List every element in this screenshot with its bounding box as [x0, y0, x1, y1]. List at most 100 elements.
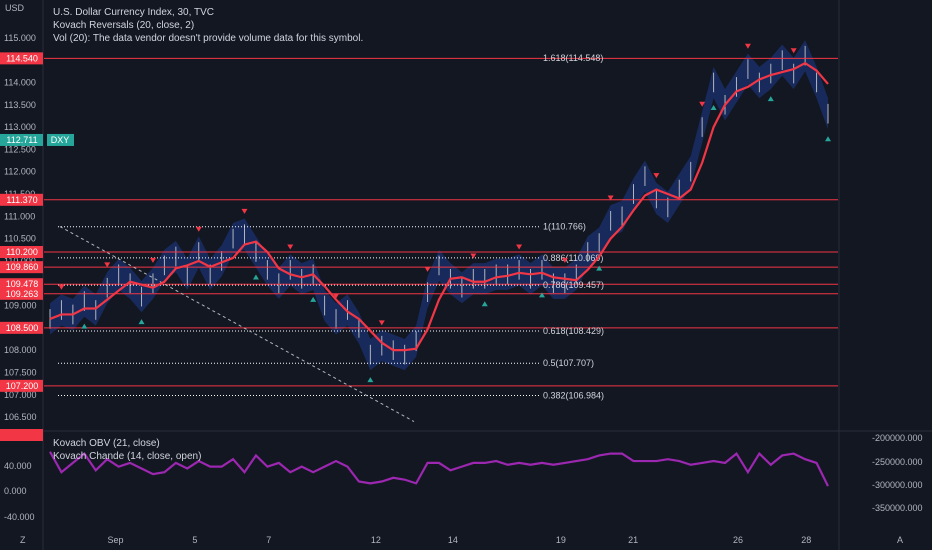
price-tick-label: 109.000: [4, 301, 37, 311]
oscillator-left-tick: 0.000: [4, 486, 27, 496]
reversal-down-marker: [195, 226, 202, 232]
ticker-badge: [47, 133, 74, 146]
reversal-down-marker: [653, 173, 660, 179]
price-tick-label: 113.500: [4, 100, 36, 110]
level-price-badge: [0, 52, 43, 65]
level-price-label: 109.263: [6, 289, 39, 299]
obv-right-tick: -200000.000: [872, 433, 923, 443]
reversal-up-marker: [767, 96, 774, 102]
level-price-label: 114.540: [6, 53, 38, 63]
zoom-toggle-z[interactable]: Z: [20, 535, 26, 545]
level-price-badge: [0, 287, 43, 300]
ticker-label: DXY: [51, 135, 70, 145]
auto-scale-toggle-a[interactable]: A: [897, 535, 904, 545]
level-price-label: 107.200: [6, 381, 39, 391]
oscillator-left-tick: 40.000: [4, 461, 32, 471]
fib-level-label: 1(110.766): [543, 222, 586, 232]
reversal-down-marker: [744, 43, 751, 49]
reversal-up-marker: [81, 323, 88, 329]
time-tick-label: Sep: [107, 535, 123, 545]
price-tick-label: 106.500: [4, 412, 37, 422]
moving-average-line: [49, 61, 829, 352]
price-tick-label: 107.000: [4, 390, 37, 400]
price-tick-label: 112.000: [4, 167, 36, 177]
lower-pane-legend: Kovach OBV (21, close) Kovach Chande (14…: [53, 437, 201, 463]
level-price-badge: [0, 261, 43, 274]
fib-level-label: 1.618(114.548): [543, 53, 603, 63]
reversal-down-marker: [607, 195, 614, 201]
time-tick-label: 19: [556, 535, 566, 545]
time-tick-label: 14: [448, 535, 458, 545]
fib-level-label: 0.786(109.457): [543, 280, 604, 290]
price-tick-label: 115.000: [4, 33, 36, 43]
level-price-label: 110.200: [6, 247, 38, 257]
reversals-indicator-label: Kovach Reversals (20, close, 2): [53, 20, 195, 31]
fib-level-label: 0.618(108.429): [543, 326, 604, 336]
price-tick-label: 110.000: [4, 256, 36, 266]
level-price-label: 109.860: [6, 262, 39, 272]
current-price-label: 112.711: [6, 135, 37, 145]
level-price-badge: [0, 278, 43, 291]
reversal-down-marker: [516, 244, 523, 250]
reversal-down-marker: [470, 253, 477, 259]
obv-right-tick: -350000.000: [872, 503, 923, 513]
level-price-badge: [0, 379, 43, 392]
fib-level-label: 0.886(110.069): [543, 253, 603, 263]
volume-indicator-label: Vol (20): The data vendor doesn't provid…: [53, 33, 364, 44]
reversal-up-marker: [710, 105, 717, 110]
obv-indicator-label: Kovach OBV (21, close): [53, 438, 160, 449]
level-price-label: 108.500: [6, 323, 39, 333]
symbol-title: U.S. Dollar Currency Index, 30, TVC: [53, 7, 214, 18]
oscillator-level-badge: [0, 429, 43, 441]
level-price-label: 109.478: [6, 279, 39, 289]
time-tick-label: 12: [371, 535, 381, 545]
price-tick-label: 111.000: [4, 211, 35, 221]
reversal-down-marker: [561, 257, 568, 263]
time-tick-label: 28: [801, 535, 811, 545]
obv-right-tick: -250000.000: [872, 457, 923, 467]
price-tick-label: 112.500: [4, 144, 36, 154]
fib-trend-line: [59, 226, 415, 422]
reversal-up-marker: [367, 377, 374, 383]
chande-oscillator-line: [49, 451, 829, 487]
reversal-up-marker: [252, 274, 259, 280]
reversal-down-marker: [287, 244, 294, 250]
time-tick-label: 7: [266, 535, 271, 545]
reversal-down-marker: [149, 257, 156, 263]
time-tick-label: 21: [628, 535, 638, 545]
reversal-up-marker: [596, 265, 603, 271]
chart-legend: U.S. Dollar Currency Index, 30, TVC Kova…: [53, 6, 363, 45]
reversal-down-marker: [241, 208, 248, 214]
reversal-down-marker: [333, 293, 340, 299]
reversal-down-marker: [424, 266, 431, 272]
oscillator-left-tick: -40.000: [4, 512, 35, 522]
price-unit-label: USD: [5, 3, 25, 13]
reversal-down-marker: [378, 320, 385, 326]
reversal-down-marker: [699, 101, 706, 107]
price-tick-label: 114.000: [4, 77, 36, 87]
level-price-label: 111.370: [6, 195, 37, 205]
fib-level-label: 0.382(106.984): [543, 390, 604, 400]
reversal-up-marker: [310, 296, 317, 302]
price-tick-label: 107.500: [4, 367, 37, 377]
reversal-up-marker: [825, 136, 831, 142]
reversal-down-marker: [104, 262, 111, 268]
reversal-down-marker: [790, 48, 797, 54]
chande-indicator-label: Kovach Chande (14, close, open): [53, 451, 202, 462]
price-tick-label: 113.000: [4, 122, 36, 132]
time-tick-label: 26: [733, 535, 743, 545]
reversal-down-marker: [58, 284, 65, 290]
level-price-badge: [0, 193, 43, 206]
level-price-badge: [0, 321, 43, 334]
reversal-up-marker: [481, 301, 488, 307]
volatility-band: [50, 40, 828, 371]
price-tick-label: 108.000: [4, 345, 37, 355]
obv-right-tick: -300000.000: [872, 480, 923, 490]
level-price-badge: [0, 246, 43, 258]
reversal-up-marker: [538, 292, 545, 298]
current-price-badge: [0, 133, 43, 146]
fib-level-label: 0.5(107.707): [543, 358, 594, 368]
time-tick-label: 5: [192, 535, 197, 545]
price-tick-label: 110.500: [4, 234, 36, 244]
